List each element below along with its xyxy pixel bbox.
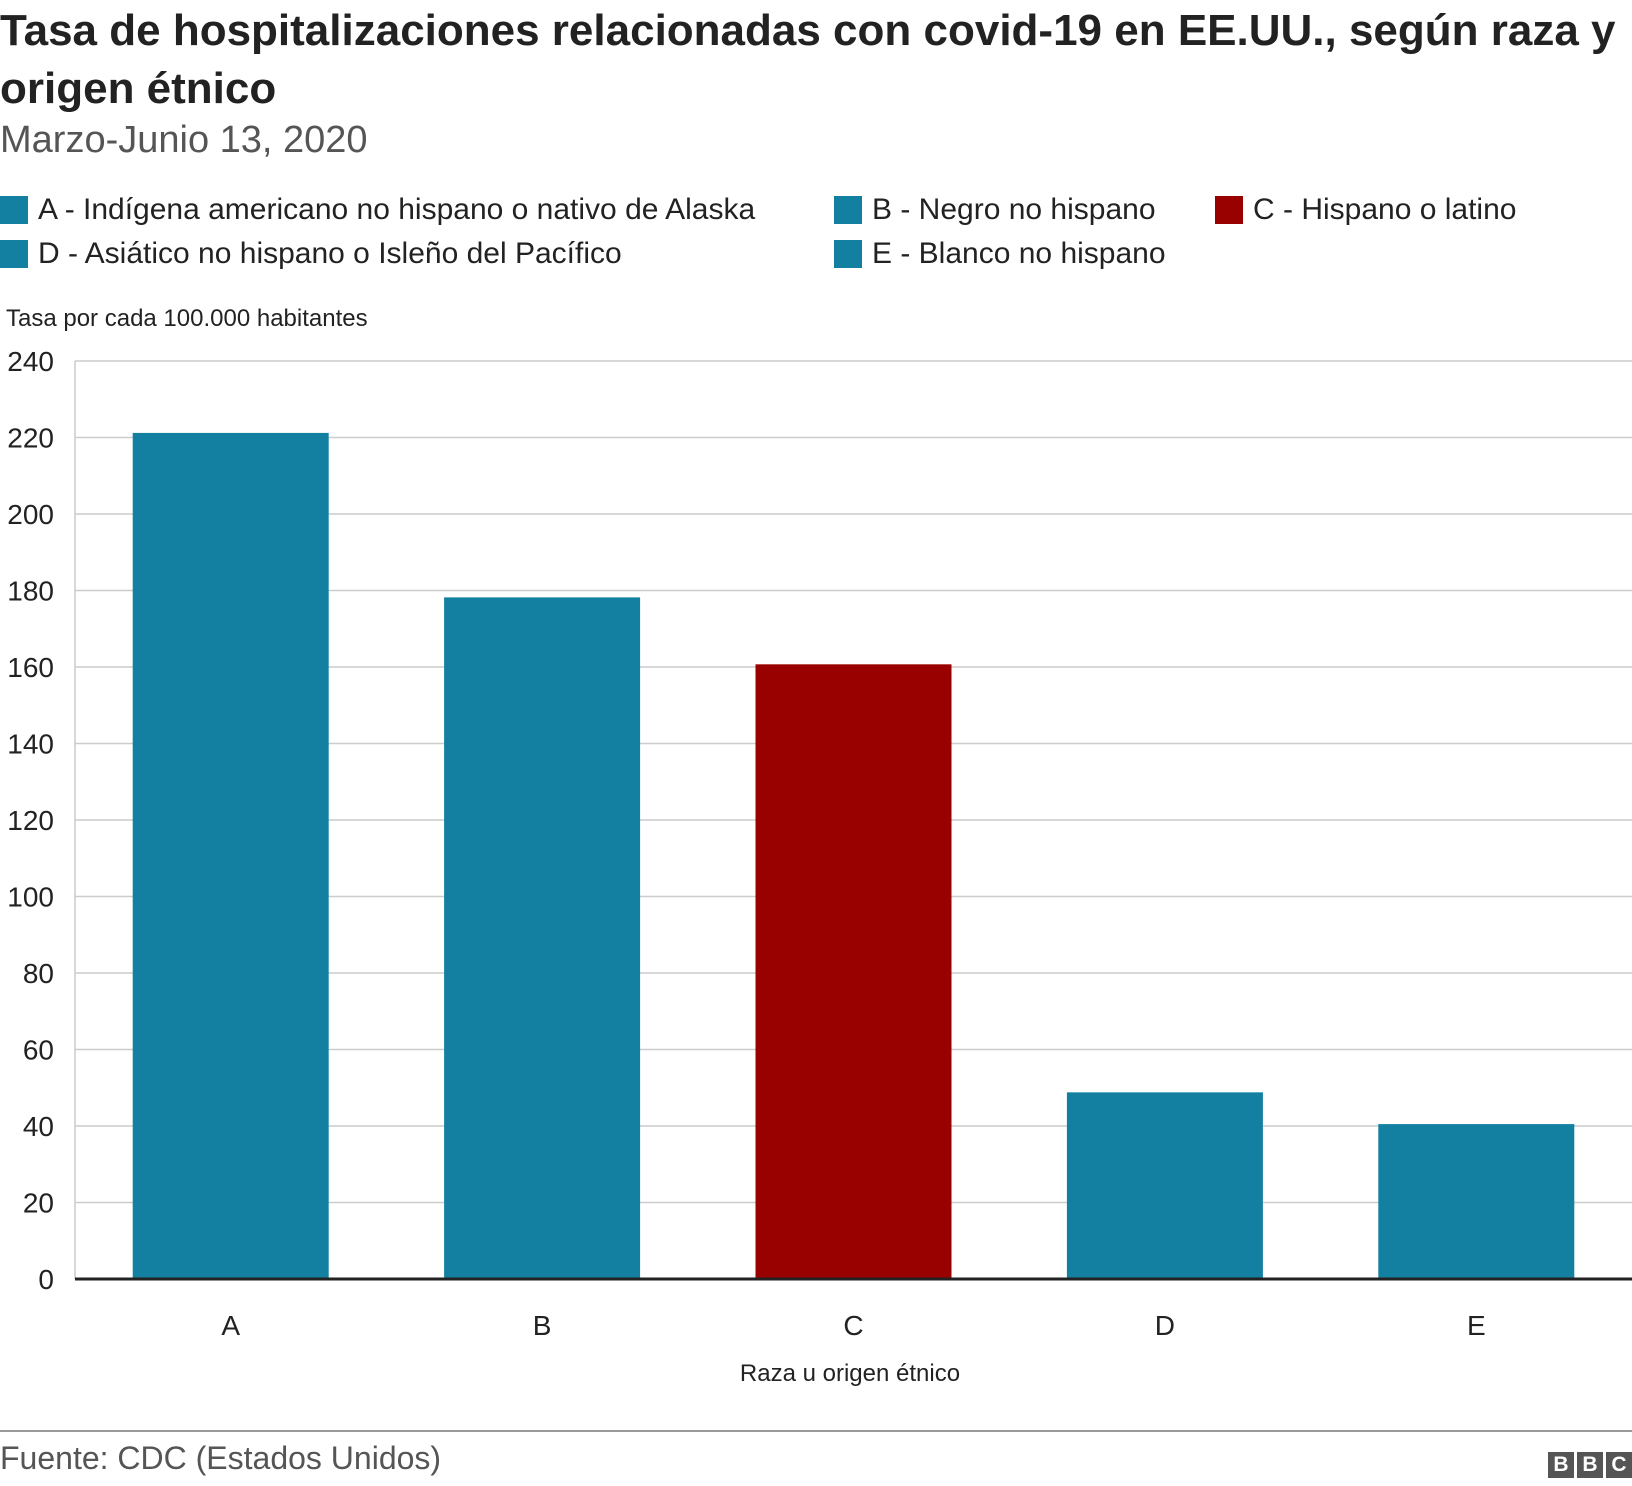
y-tick-layer: 0 20 40 60 80 100 120 140 160 180 200 220 240 [7, 346, 54, 1295]
y-tick-label-120: 120 [7, 805, 54, 836]
legend-label-e: E - Blanco no hispano [872, 237, 1166, 270]
legend-item-a: A - Indígena americano no hispano o nati… [0, 190, 755, 230]
y-tick-label-220: 220 [7, 423, 54, 454]
legend-item-d: D - Asiático no hispano o Isleño del Pac… [0, 234, 622, 274]
x-axis-label: Raza u origen étnico [740, 1360, 960, 1387]
legend-item-c: C - Hispano o latino [1215, 190, 1516, 230]
bar-c [755, 664, 952, 1279]
legend-item-e: E - Blanco no hispano [834, 234, 1166, 274]
bar-chart: Tasa por cada 100.000 habitantes 0 20 40 60… [6, 305, 1632, 1387]
chart-title: Tasa de hospitalizaciones relacionadas c… [0, 6, 1616, 113]
legend-swatch-d [0, 240, 28, 268]
legend-swatch-c [1215, 196, 1243, 224]
x-tick-layer: A B C D E [221, 1310, 1485, 1341]
legend-swatch-a [0, 196, 28, 224]
x-tick-label-a: A [221, 1310, 240, 1341]
bar-b [444, 597, 641, 1279]
legend-item-b: B - Negro no hispano [834, 190, 1156, 230]
y-tick-label-80: 80 [23, 958, 54, 989]
legend: A - Indígena americano no hispano o nati… [0, 190, 1632, 290]
source-note: Fuente: CDC (Estados Unidos) [0, 1440, 442, 1476]
bar-e [1378, 1124, 1575, 1279]
legend-swatch-b [834, 196, 862, 224]
y-tick-label-240: 240 [7, 346, 54, 377]
y-tick-label-140: 140 [7, 729, 54, 760]
bar-d [1066, 1092, 1263, 1279]
y-tick-label-0: 0 [38, 1264, 54, 1295]
bar-layer [75, 432, 1632, 1281]
legend-label-c: C - Hispano o latino [1253, 193, 1517, 226]
legend-swatch-e [834, 240, 862, 268]
legend-label-d: D - Asiático no hispano o Isleño del Pac… [38, 237, 622, 270]
bbc-logo: B B C [1548, 1452, 1632, 1478]
y-tick-label-200: 200 [7, 499, 54, 530]
legend-label-b: B - Negro no hispano [872, 193, 1156, 226]
x-tick-label-b: B [533, 1310, 552, 1341]
x-tick-label-c: C [843, 1310, 863, 1341]
y-tick-label-160: 160 [7, 652, 54, 683]
y-tick-label-100: 100 [7, 882, 54, 913]
legend-label-a: A - Indígena americano no hispano o nati… [38, 193, 756, 226]
x-tick-label-d: D [1155, 1310, 1175, 1341]
bbc-logo-letter-2: B [1577, 1452, 1603, 1478]
bbc-logo-letter-3: C [1606, 1452, 1632, 1478]
y-axis-label: Tasa por cada 100.000 habitantes [6, 305, 368, 332]
chart-subtitle: Marzo-Junio 13, 2020 [0, 119, 368, 161]
bar-a [132, 432, 329, 1279]
y-tick-label-40: 40 [23, 1111, 54, 1142]
bbc-logo-letter-1: B [1548, 1452, 1574, 1478]
x-tick-label-e: E [1467, 1310, 1486, 1341]
y-tick-label-60: 60 [23, 1035, 54, 1066]
y-tick-label-180: 180 [7, 576, 54, 607]
y-tick-label-20: 20 [23, 1188, 54, 1219]
footer-divider [0, 1430, 1632, 1432]
